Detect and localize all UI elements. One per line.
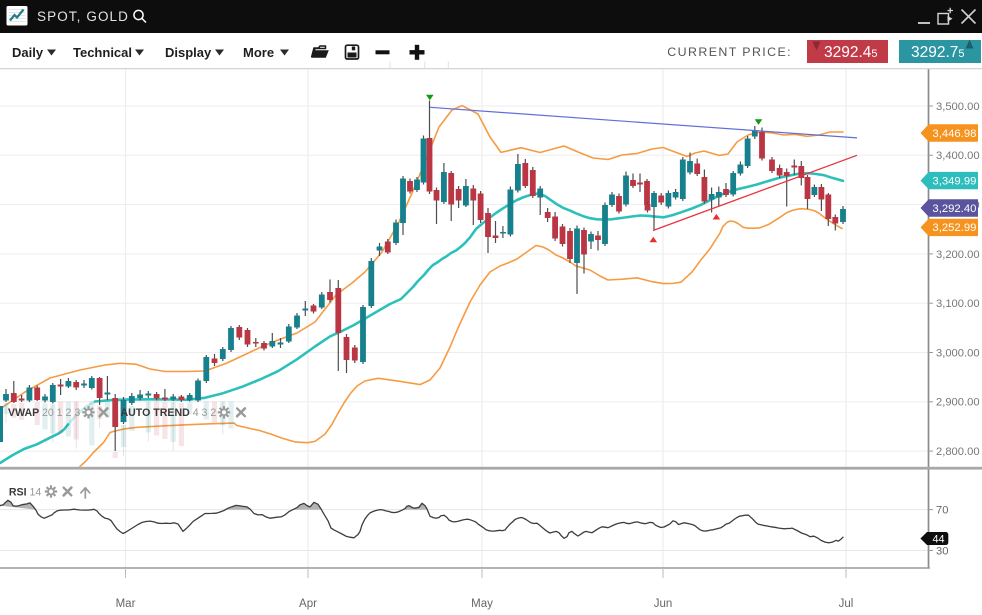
svg-text:Technical: Technical [73, 45, 132, 60]
svg-text:3,446.98: 3,446.98 [932, 128, 976, 140]
svg-text:SPOT, GOLD: SPOT, GOLD [37, 9, 129, 24]
svg-text:3,349.99: 3,349.99 [932, 175, 976, 187]
svg-text:AUTO TREND 4 3 2: AUTO TREND 4 3 2 [121, 407, 217, 419]
svg-text:3,400.00: 3,400.00 [936, 150, 980, 162]
svg-text:3,100.00: 3,100.00 [936, 298, 980, 310]
svg-text:3292.75: 3292.75 [911, 44, 965, 61]
svg-text:3,200.00: 3,200.00 [936, 249, 980, 261]
svg-text:3,252.99: 3,252.99 [932, 222, 976, 234]
svg-text:Jul: Jul [839, 598, 854, 610]
svg-text:3,000.00: 3,000.00 [936, 347, 980, 359]
svg-text:Jun: Jun [654, 598, 673, 610]
svg-text:CURRENT PRICE:: CURRENT PRICE: [667, 45, 792, 59]
svg-text:RSI 14: RSI 14 [9, 487, 42, 499]
svg-text:3292.45: 3292.45 [824, 44, 878, 61]
svg-text:2,900.00: 2,900.00 [936, 397, 980, 409]
svg-text:Apr: Apr [299, 598, 317, 610]
svg-text:44: 44 [932, 533, 944, 545]
svg-text:Mar: Mar [116, 598, 136, 610]
svg-text:May: May [471, 598, 493, 610]
svg-text:Display: Display [165, 45, 212, 60]
svg-text:3,292.40: 3,292.40 [932, 203, 976, 215]
svg-text:Daily: Daily [12, 45, 44, 60]
svg-text:More: More [243, 45, 274, 60]
svg-text:70: 70 [936, 505, 948, 517]
svg-text:3,500.00: 3,500.00 [936, 101, 980, 113]
svg-text:VWAP 20 1 2 3: VWAP 20 1 2 3 [8, 407, 80, 419]
svg-text:30: 30 [936, 545, 948, 557]
svg-text:2,800.00: 2,800.00 [936, 446, 980, 458]
